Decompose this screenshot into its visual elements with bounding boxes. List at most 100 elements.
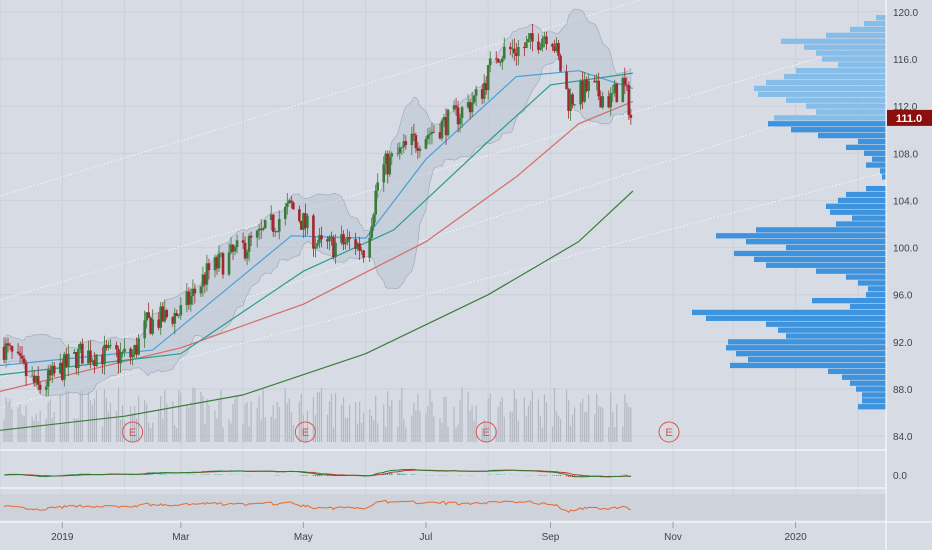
candle-body [157, 319, 161, 328]
earnings-marker[interactable]: E [122, 421, 144, 443]
candle-body [368, 237, 371, 258]
candle-body [525, 42, 528, 49]
volume-profile-row [816, 268, 886, 274]
candle-body [621, 77, 625, 103]
candle-body [559, 55, 562, 72]
candle-body [241, 240, 245, 243]
macd-histogram-bar [411, 474, 413, 475]
price-axis-tick: 100.0 [893, 244, 918, 255]
candle-body [402, 141, 406, 148]
volume-bar [290, 412, 292, 442]
macd-histogram-bar [573, 475, 576, 477]
earnings-marker-label: E [129, 427, 136, 439]
candle-body [161, 306, 165, 322]
candle-body [440, 120, 444, 139]
candle-body [444, 117, 448, 136]
volume-bar [373, 420, 375, 442]
volume-bar [302, 415, 304, 442]
candle-body [404, 141, 408, 146]
earnings-marker[interactable]: E [294, 421, 316, 443]
volume-bar [517, 420, 519, 442]
candle-body [306, 215, 309, 229]
candle-body [496, 58, 500, 63]
candle-body [179, 305, 183, 316]
candle-body [498, 62, 502, 63]
volume-bar [553, 388, 556, 442]
volume-profile-row [766, 321, 886, 327]
macd-histogram-bar [306, 475, 308, 476]
candle-body [543, 36, 546, 39]
volume-bar [246, 402, 248, 442]
volume-bar [624, 394, 626, 442]
macd-histogram-bar [302, 475, 304, 476]
volume-bar [152, 422, 154, 442]
volume-bar [236, 396, 238, 442]
volume-bar [628, 406, 630, 442]
candle-body [227, 252, 231, 275]
volume-bar [67, 390, 69, 442]
volume-profile-row [868, 286, 886, 292]
volume-bar [455, 427, 457, 442]
volume-profile-row [692, 309, 886, 316]
candle-body [316, 243, 319, 246]
volume-bar [146, 403, 148, 442]
macd-histogram-bar [389, 473, 391, 475]
volume-profile-row [862, 392, 886, 398]
earnings-marker[interactable]: E [475, 421, 497, 443]
volume-bar [419, 410, 421, 442]
candle-body [318, 235, 321, 244]
candle-body [623, 77, 627, 85]
volume-bar [495, 428, 497, 442]
volume-bar [17, 407, 19, 442]
candle-body [77, 349, 80, 369]
candle-body [428, 133, 432, 135]
volume-bar [312, 397, 315, 442]
volume-bar [304, 427, 306, 442]
volume-bar [200, 391, 202, 442]
earnings-marker[interactable]: E [658, 421, 680, 443]
candle-body [611, 92, 615, 94]
candle-body [6, 343, 10, 346]
volume-bar [515, 398, 517, 442]
volume-bar [461, 387, 463, 442]
macd-histogram-bar [559, 475, 562, 477]
candle-body [390, 153, 394, 157]
earnings-marker-circle [658, 421, 680, 443]
volume-bar [65, 390, 67, 442]
macd-histogram-bar [148, 474, 150, 475]
volume-profile-row [856, 386, 886, 392]
volume-bar [527, 405, 529, 442]
volume-profile-row [858, 138, 886, 145]
candle-body [64, 354, 68, 367]
candle-body [143, 320, 146, 339]
last-price-tag [887, 109, 932, 126]
volume-bar [284, 388, 286, 442]
candle-body [412, 133, 416, 136]
volume-bar [447, 426, 449, 442]
candle-body [537, 41, 540, 50]
volume-profile-row [842, 374, 886, 380]
volume-profile-row [728, 339, 886, 345]
candle-body [245, 251, 249, 259]
candle-body [131, 354, 134, 358]
volume-bar [216, 418, 218, 442]
candle-body [46, 370, 50, 387]
candle-body [332, 237, 335, 258]
volume-bar [371, 415, 373, 442]
candle-body [458, 117, 462, 125]
volume-bar [5, 397, 7, 442]
volume-bar [571, 414, 574, 442]
candle-body [191, 288, 195, 296]
time-axis-tick: Jul [420, 532, 433, 543]
volume-profile-row [838, 62, 886, 68]
candle-body [470, 102, 474, 113]
candle-body [581, 80, 584, 102]
candle-body [398, 147, 402, 154]
candle-body [87, 350, 90, 364]
volume-bar [73, 418, 75, 442]
candle-body [571, 94, 574, 105]
volume-bar [612, 412, 614, 442]
volume-bar [51, 417, 53, 442]
